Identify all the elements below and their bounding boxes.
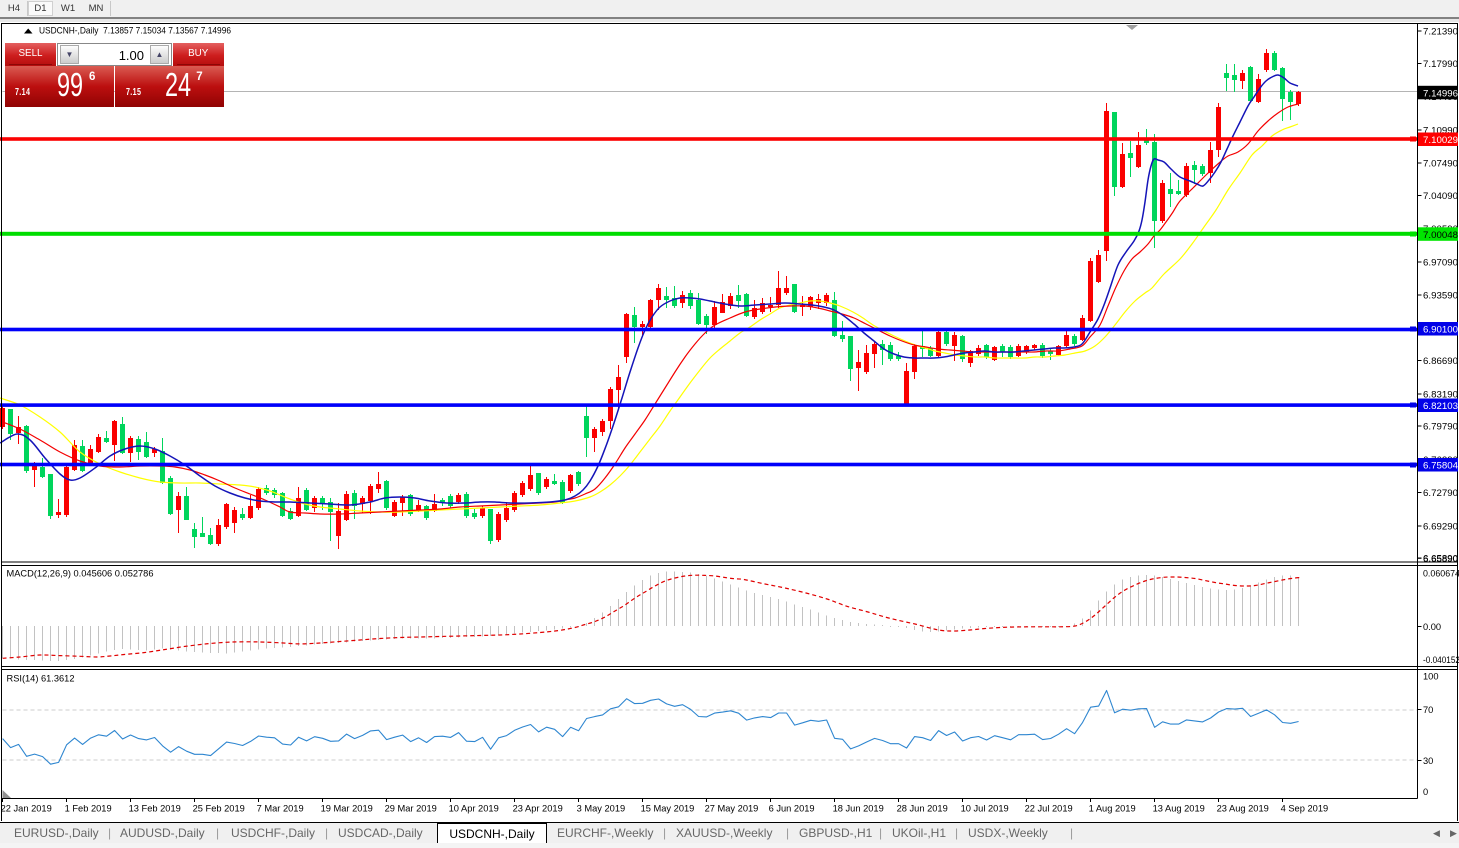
svg-text:3 May 2019: 3 May 2019 (577, 804, 626, 814)
svg-text:RSI(14) 61.3612: RSI(14) 61.3612 (7, 674, 75, 685)
svg-text:27 May 2019: 27 May 2019 (705, 804, 759, 814)
svg-text:7.10990: 7.10990 (1423, 125, 1458, 135)
svg-text:6.82103: 6.82103 (1423, 401, 1458, 411)
svg-text:22 Jul 2019: 22 Jul 2019 (1025, 804, 1073, 814)
svg-text:6.90100: 6.90100 (1423, 325, 1458, 335)
svg-text:18 Jun 2019: 18 Jun 2019 (833, 804, 884, 814)
svg-text:23 Aug 2019: 23 Aug 2019 (1217, 804, 1269, 814)
svg-text:0.00: 0.00 (1423, 622, 1441, 632)
svg-text:15 May 2019: 15 May 2019 (641, 804, 695, 814)
svg-text:7.04090: 7.04090 (1423, 191, 1458, 201)
svg-text:1 Feb 2019: 1 Feb 2019 (65, 804, 112, 814)
svg-text:30: 30 (1423, 756, 1433, 766)
svg-text:0.060674: 0.060674 (1423, 569, 1459, 579)
svg-text:13 Feb 2019: 13 Feb 2019 (129, 804, 181, 814)
svg-text:29 Mar 2019: 29 Mar 2019 (385, 804, 437, 814)
svg-text:28 Jun 2019: 28 Jun 2019 (897, 804, 948, 814)
svg-text:6.83190: 6.83190 (1423, 389, 1458, 399)
svg-text:6.69290: 6.69290 (1423, 521, 1458, 531)
svg-text:6.65890: 6.65890 (1423, 554, 1458, 564)
svg-text:0: 0 (1423, 787, 1428, 797)
svg-text:7.10029: 7.10029 (1423, 135, 1458, 145)
svg-text:4 Sep 2019: 4 Sep 2019 (1281, 804, 1329, 814)
svg-text:-0.040152: -0.040152 (1423, 655, 1459, 665)
svg-text:6.79790: 6.79790 (1423, 422, 1458, 432)
svg-text:USDCNH-,Daily 7.13857 7.15034: USDCNH-,Daily 7.13857 7.15034 7.13567 7.… (39, 26, 231, 37)
svg-text:6.93590: 6.93590 (1423, 291, 1458, 301)
svg-text:7 Mar 2019: 7 Mar 2019 (257, 804, 304, 814)
svg-text:7.21390: 7.21390 (1423, 27, 1458, 37)
svg-text:7.17990: 7.17990 (1423, 59, 1458, 69)
svg-text:13 Aug 2019: 13 Aug 2019 (1153, 804, 1205, 814)
svg-text:7.00048: 7.00048 (1423, 230, 1458, 240)
svg-text:6.97090: 6.97090 (1423, 257, 1458, 267)
svg-text:22 Jan 2019: 22 Jan 2019 (1, 804, 52, 814)
svg-text:6.75804: 6.75804 (1423, 461, 1458, 471)
svg-text:10 Jul 2019: 10 Jul 2019 (961, 804, 1009, 814)
svg-text:6.65890: 6.65890 (1423, 554, 1458, 564)
svg-text:6 Jun 2019: 6 Jun 2019 (769, 804, 815, 814)
svg-text:1 Aug 2019: 1 Aug 2019 (1089, 804, 1136, 814)
svg-text:6.86690: 6.86690 (1423, 356, 1458, 366)
svg-text:7.07490: 7.07490 (1423, 159, 1458, 169)
svg-text:100: 100 (1423, 671, 1439, 681)
svg-text:23 Apr 2019: 23 Apr 2019 (513, 804, 563, 814)
svg-text:19 Mar 2019: 19 Mar 2019 (321, 804, 373, 814)
svg-text:MACD(12,26,9) 0.045606 0.05278: MACD(12,26,9) 0.045606 0.052786 (7, 569, 154, 580)
svg-text:25 Feb 2019: 25 Feb 2019 (193, 804, 245, 814)
svg-text:70: 70 (1423, 705, 1433, 715)
svg-text:10 Apr 2019: 10 Apr 2019 (449, 804, 499, 814)
svg-text:6.72790: 6.72790 (1423, 488, 1458, 498)
svg-text:7.14996: 7.14996 (1423, 88, 1458, 98)
